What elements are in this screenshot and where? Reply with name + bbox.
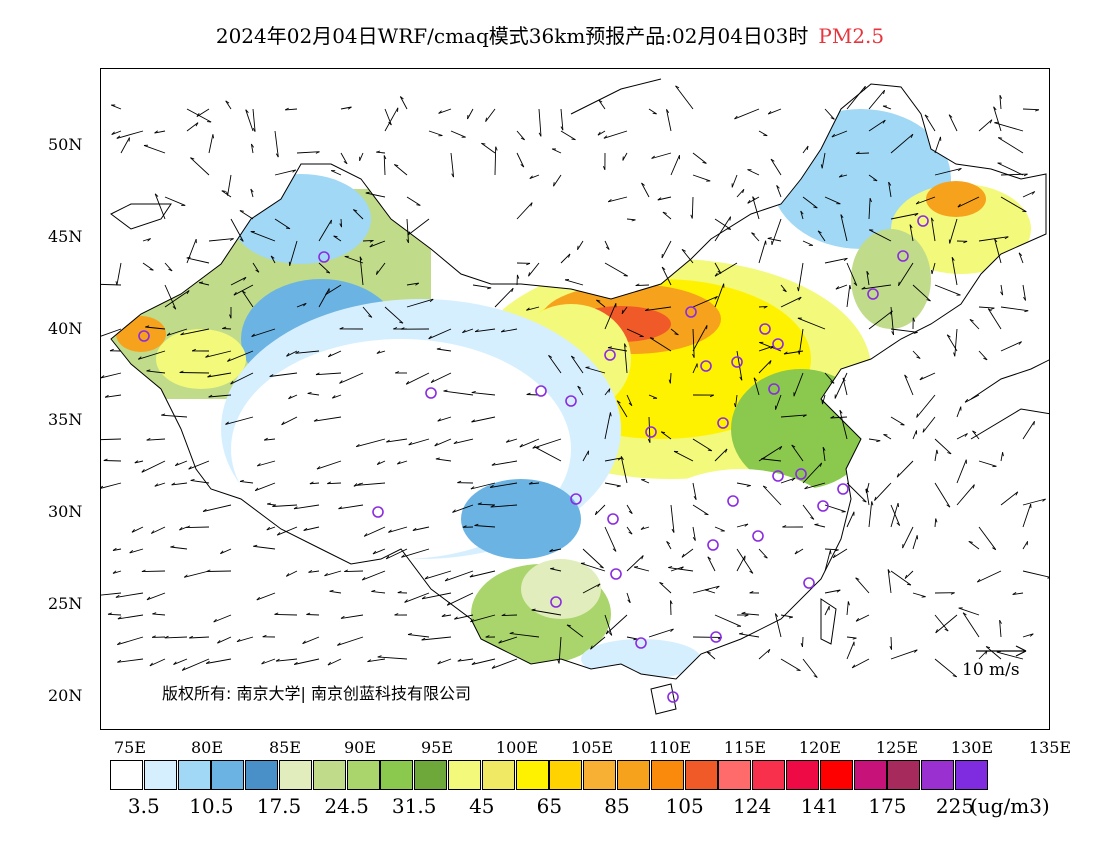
legend-tick-label: 225	[935, 794, 975, 818]
lon-label-95e: 95E	[420, 738, 454, 757]
map-canvas	[101, 78, 1049, 715]
lon-label-110e: 110E	[648, 738, 692, 757]
pollutant-label: PM2.5	[818, 24, 885, 48]
legend-tick-label: 45	[469, 794, 495, 818]
lon-label-100e: 100E	[495, 738, 539, 757]
lon-label-75e: 75E	[113, 738, 147, 757]
legend-tick-label: 17.5	[256, 794, 302, 818]
lat-label-25n: 25N	[48, 594, 83, 613]
lat-label-30n: 30N	[48, 502, 83, 521]
legend-swatch	[617, 760, 650, 790]
lon-label-115e: 115E	[723, 738, 767, 757]
legend-swatch	[955, 760, 988, 790]
legend-tick-label: 105	[665, 794, 704, 818]
legend-swatch	[414, 760, 448, 790]
lon-label-80e: 80E	[190, 738, 224, 757]
lon-label-90e: 90E	[343, 738, 377, 757]
legend-tick-label: 24.5	[324, 794, 369, 818]
wind-reference-arrow	[976, 645, 1027, 657]
legend-swatch	[819, 760, 853, 790]
legend-swatch	[921, 760, 955, 790]
forecast-map	[100, 68, 1050, 730]
legend-swatch	[650, 760, 684, 790]
legend-swatch	[143, 760, 177, 790]
legend-swatch	[245, 760, 279, 790]
legend-swatch	[448, 760, 481, 790]
lon-label-120e: 120E	[798, 738, 842, 757]
legend-swatch	[177, 760, 211, 790]
legend-swatch	[752, 760, 786, 790]
legend-swatch	[718, 760, 752, 790]
legend-swatch	[481, 760, 515, 790]
legend-swatch	[279, 760, 312, 790]
legend-swatch	[312, 760, 346, 790]
legend-swatch	[380, 760, 414, 790]
lat-label-35n: 35N	[48, 410, 83, 429]
legend-swatch	[211, 760, 245, 790]
legend-tick-label: 10.5	[189, 794, 234, 818]
legend-unit: (ug/m3)	[970, 794, 1050, 818]
legend-tick-label: 124	[733, 794, 772, 818]
legend-swatch	[887, 760, 921, 790]
legend-swatch	[786, 760, 819, 790]
lon-label-130e: 130E	[950, 738, 994, 757]
lon-label-85e: 85E	[268, 738, 302, 757]
wind-vectors	[101, 85, 1049, 678]
lat-label-40n: 40N	[48, 319, 83, 338]
legend-tick-label: 85	[604, 794, 630, 818]
lon-label-105e: 105E	[570, 738, 614, 757]
legend-swatch	[346, 760, 380, 790]
copyright-text: 版权所有: 南京大学| 南京创蓝科技有限公司	[162, 684, 471, 703]
legend-tick-label: 141	[800, 794, 839, 818]
legend-swatch	[549, 760, 583, 790]
lat-label-50n: 50N	[48, 135, 83, 154]
legend-swatch	[515, 760, 549, 790]
legend-swatch	[583, 760, 617, 790]
legend-tick-label: 3.5	[127, 794, 160, 818]
legend-swatch	[684, 760, 718, 790]
lat-label-20n: 20N	[48, 686, 83, 705]
legend-swatch	[110, 760, 143, 790]
legend-tick-label: 31.5	[391, 794, 437, 818]
legend-swatch	[853, 760, 887, 790]
legend-tick-label: 65	[536, 794, 563, 818]
lon-label-135e: 135E	[1028, 738, 1072, 757]
title-text: 2024年02月04日WRF/cmaq模式36km预报产品:02月04日03时	[215, 24, 809, 48]
lon-label-125e: 125E	[875, 738, 919, 757]
station-markers	[138, 215, 929, 703]
lat-label-45n: 45N	[48, 227, 83, 246]
map-title: 2024年02月04日WRF/cmaq模式36km预报产品:02月04日03时 P…	[0, 20, 1100, 49]
legend-tick-label: 175	[868, 794, 907, 818]
wind-reference-label: 10 m/s	[962, 660, 1020, 680]
